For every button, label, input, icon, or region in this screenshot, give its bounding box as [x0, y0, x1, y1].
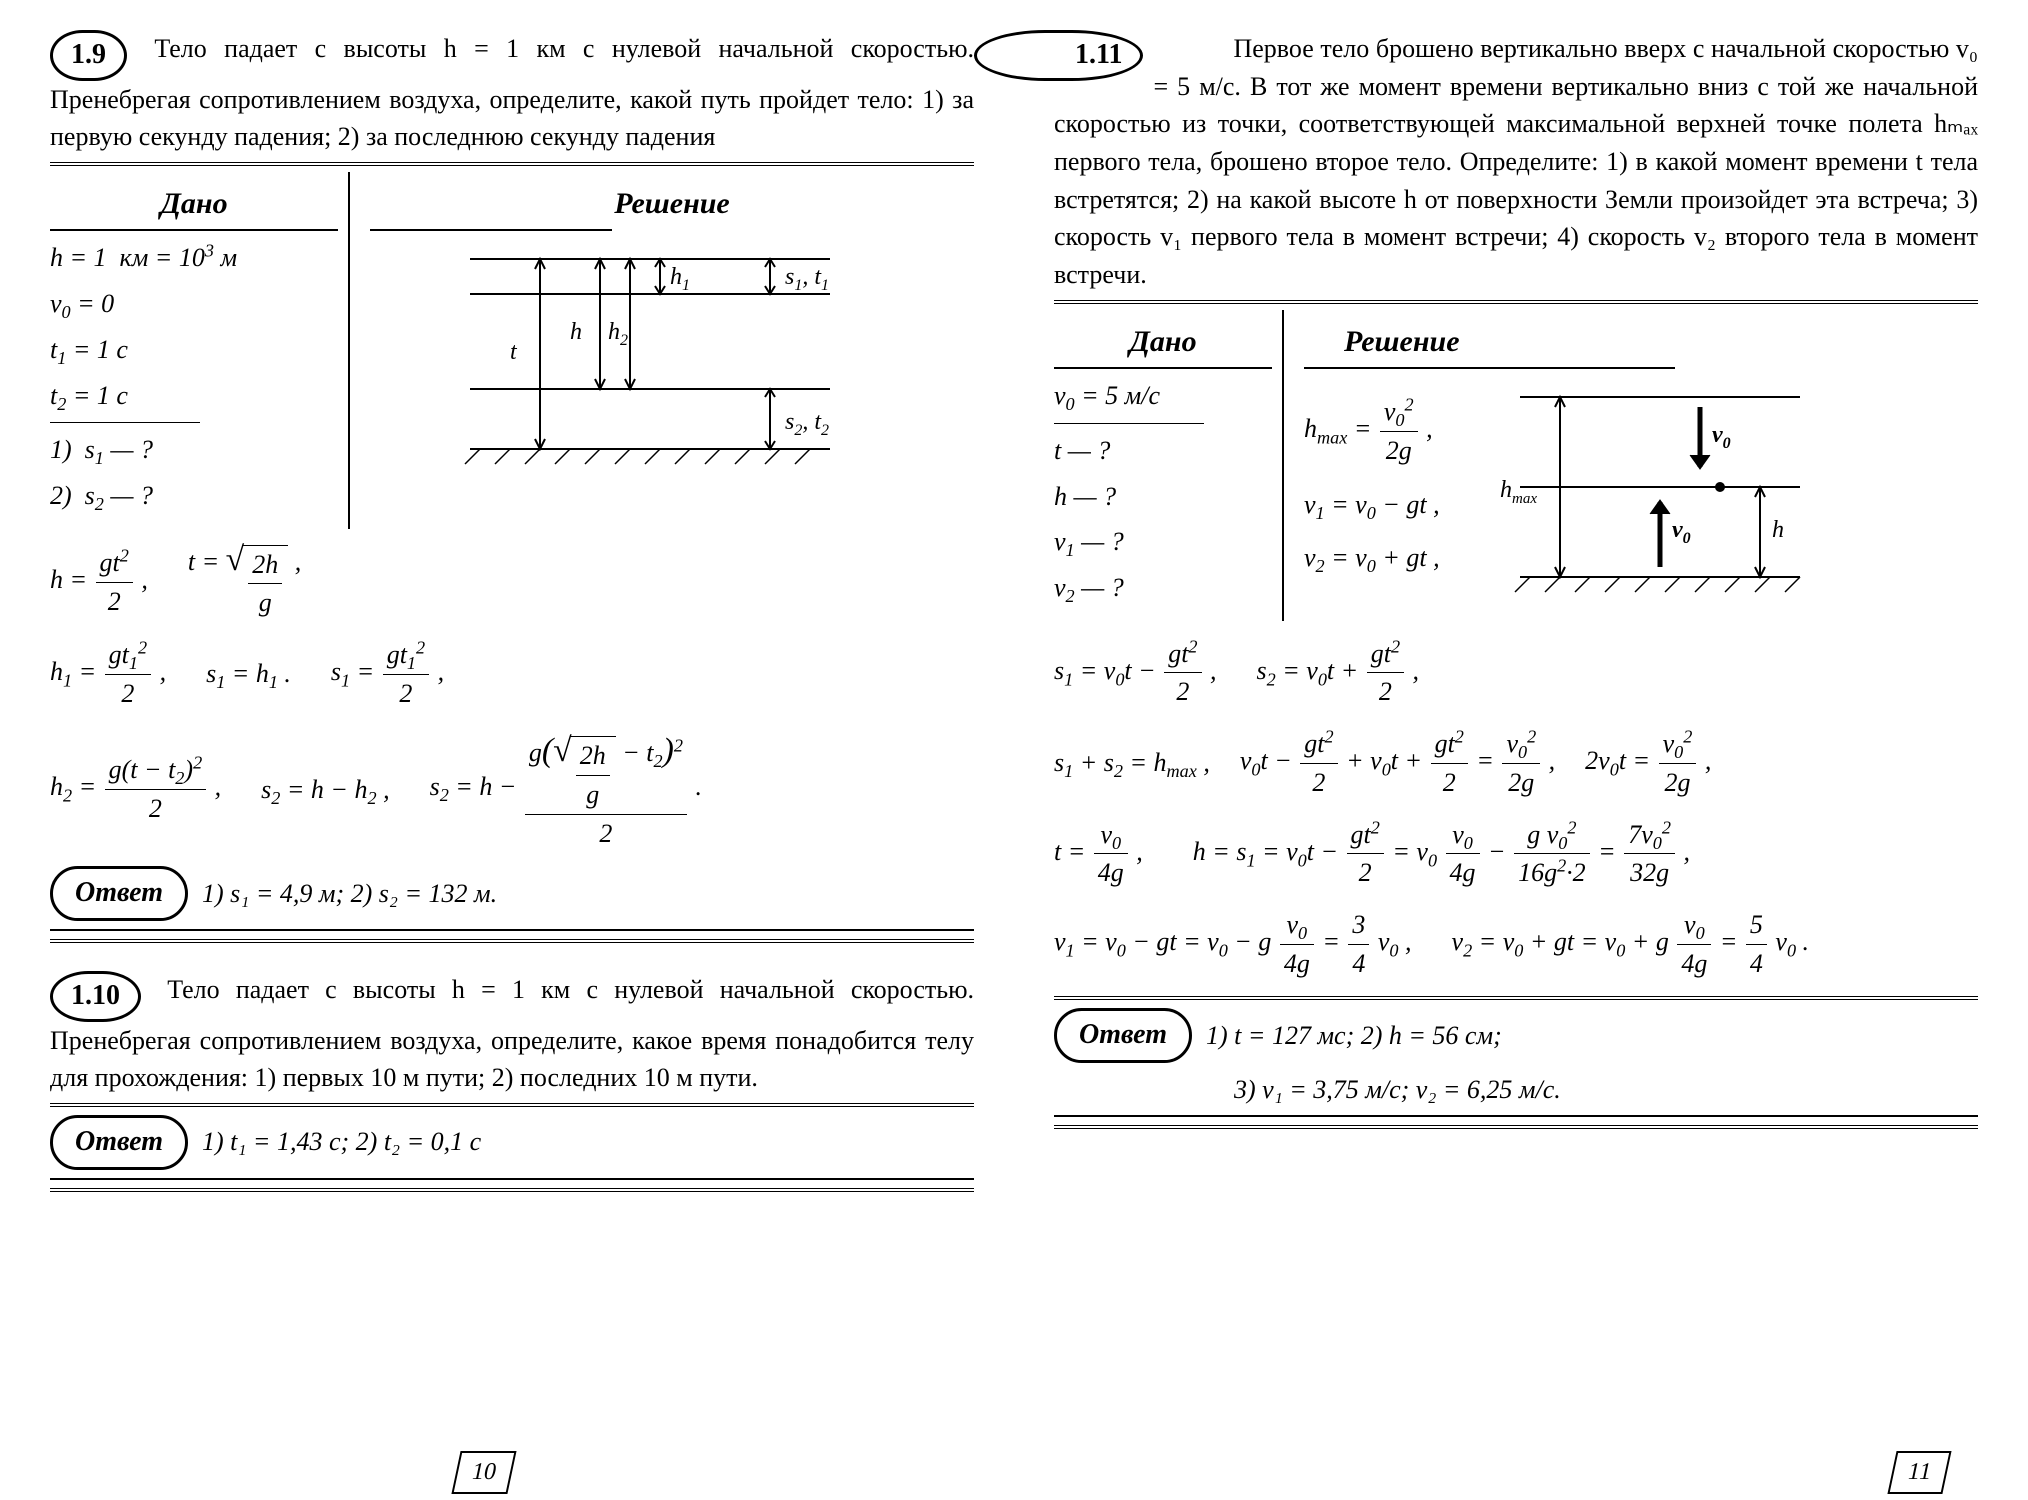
dano-column: Дано v0 = 5 м/с t — ? h — ? v1 — ? v2 — … — [1054, 310, 1284, 621]
dano-line: v0 = 0 — [50, 285, 338, 323]
page-number: 10 — [456, 1451, 512, 1494]
diagram-1.9: t h h2 h1 s1, t1 s2, t2 — [370, 239, 890, 489]
dano-line: v0 = 5 м/с — [1054, 377, 1272, 415]
page-right: 1.11 Первое тело брошено вертикально вве… — [1014, 0, 2028, 1500]
problem-number-badge: 1.10 — [50, 971, 141, 1022]
svg-text:h1: h1 — [670, 264, 690, 294]
dano-line: t1 = 1 c — [50, 331, 338, 369]
dano-column: Дано h = 1 км = 103 м v0 = 0 t1 = 1 c t2… — [50, 172, 350, 529]
find-line: 1) s1 — ? — [50, 431, 338, 469]
svg-text:h: h — [1772, 517, 1784, 543]
rule-triple — [1054, 1115, 1978, 1129]
svg-text:s1, t1: s1, t1 — [785, 264, 829, 294]
svg-text:h: h — [570, 319, 582, 345]
answer-text: 1) t₁ = 1,43 с; 2) t₂ = 0,1 с — [202, 1123, 481, 1161]
problem-text: Тело падает с высоты h = 1 км с нулевой … — [50, 975, 974, 1092]
dano-line: t2 = 1 c — [50, 377, 338, 415]
rule — [1054, 300, 1978, 304]
reshenie-heading: Решение — [1304, 316, 1978, 368]
answer-text-2: 3) v₁ = 3,75 м/с; v₂ = 6,25 м/с. — [1234, 1071, 1978, 1109]
rule — [50, 1103, 974, 1107]
rule-triple — [50, 929, 974, 943]
find-line: 2) s2 — ? — [50, 477, 338, 515]
reshenie-column: Решение hmax = v022g , v1 = v0 − gt , v2… — [1284, 310, 1978, 621]
rule-thin — [50, 422, 200, 423]
reshenie-heading: Решение — [370, 178, 974, 230]
page-spread: 1.9 Тело падает с высоты h = 1 км с нуле… — [0, 0, 2028, 1500]
dano-heading: Дано — [50, 178, 338, 230]
problem-text: Первое тело брошено вертикально вверх с … — [1054, 34, 1978, 289]
formula-row: t = v04g , h = s1 = v0t − gt22 = v0 v04g… — [1054, 816, 1978, 892]
problem-1.9: 1.9 Тело падает с высоты h = 1 км с нуле… — [50, 30, 974, 156]
answer-row: Ответ 1) s₁ = 4,9 м; 2) s₂ = 132 м. — [50, 866, 974, 921]
answer-badge: Ответ — [50, 1115, 188, 1170]
dano-heading: Дано — [1054, 316, 1272, 368]
rule — [50, 162, 974, 166]
svg-text:h2: h2 — [608, 319, 628, 349]
answer-badge: Ответ — [50, 866, 188, 921]
formula-row: h2 = g(t − t2)22 , s2 = h − h2 , s2 = h … — [50, 726, 974, 852]
formula-row: h = gt22 , t = √2hg , — [50, 543, 974, 622]
problem-number-badge: 1.9 — [50, 30, 127, 81]
rule-triple — [50, 1178, 974, 1192]
problem-1.10: 1.10 Тело падает с высоты h = 1 км с нул… — [50, 971, 974, 1097]
page-number: 11 — [1892, 1451, 1947, 1494]
answer-row: Ответ 1) t₁ = 1,43 с; 2) t₂ = 0,1 с — [50, 1115, 974, 1170]
page-left: 1.9 Тело падает с высоты h = 1 км с нуле… — [0, 0, 1014, 1500]
rule — [1054, 996, 1978, 1000]
answer-badge: Ответ — [1054, 1008, 1192, 1063]
problem-number-badge: 1.11 — [974, 30, 1143, 81]
svg-text:v0: v0 — [1672, 517, 1691, 547]
rule-thin — [1054, 423, 1204, 424]
find-line: v2 — ? — [1054, 569, 1272, 607]
answer-text: 1) t = 127 мс; 2) h = 56 см; — [1206, 1017, 1502, 1055]
problem-text: Тело падает с высоты h = 1 км с нулевой … — [50, 34, 974, 151]
dano-reshenie-grid: Дано h = 1 км = 103 м v0 = 0 t1 = 1 c t2… — [50, 172, 974, 529]
formula-row: v1 = v0 − gt = v0 − g v04g = 34 v0 , v2 … — [1054, 906, 1978, 982]
formula-row: h1 = gt122 , s1 = h1 . s1 = gt122 , — [50, 636, 974, 712]
find-line: v1 — ? — [1054, 523, 1272, 561]
find-line: h — ? — [1054, 478, 1272, 516]
formula-row: s1 + s2 = hmax , v0t − gt22 + v0t + gt22… — [1054, 725, 1978, 801]
dano-line: h = 1 км = 103 м — [50, 239, 338, 277]
find-line: t — ? — [1054, 432, 1272, 470]
reshenie-column: Решение — [350, 172, 974, 529]
answer-text: 1) s₁ = 4,9 м; 2) s₂ = 132 м. — [202, 875, 497, 913]
answer-row: Ответ 1) t = 127 мс; 2) h = 56 см; — [1054, 1008, 1978, 1063]
dano-reshenie-grid: Дано v0 = 5 м/с t — ? h — ? v1 — ? v2 — … — [1054, 310, 1978, 621]
problem-1.11: 1.11 Первое тело брошено вертикально вве… — [1054, 30, 1978, 294]
svg-text:hmax: hmax — [1500, 477, 1537, 507]
svg-text:t: t — [510, 339, 518, 365]
svg-text:s2, t2: s2, t2 — [785, 409, 829, 439]
diagram-1.11: hmax v0 v0 h — [1460, 377, 1820, 607]
formula-row: s1 = v0t − gt22 , s2 = v0t + gt22 , — [1054, 635, 1978, 711]
svg-text:v0: v0 — [1712, 422, 1731, 452]
